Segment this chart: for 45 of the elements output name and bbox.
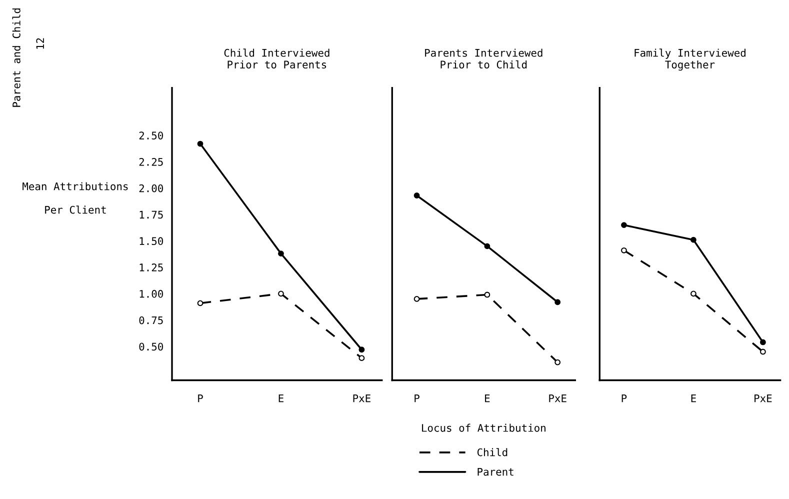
point bbox=[278, 250, 284, 257]
y-tick-label: 1.00 bbox=[140, 290, 163, 298]
x-tick-label: E bbox=[691, 394, 696, 402]
text: 12 bbox=[36, 38, 44, 49]
chart-title: Family Interviewed Together bbox=[634, 48, 746, 71]
point bbox=[197, 140, 204, 147]
x-tick-label: P bbox=[414, 394, 420, 402]
point bbox=[554, 299, 561, 306]
point bbox=[760, 339, 766, 346]
point bbox=[358, 355, 365, 362]
chart-title: Child Interviewed Prior to Parents bbox=[224, 48, 330, 69]
point bbox=[690, 290, 696, 297]
y-tick-label: 1.75 bbox=[140, 210, 163, 219]
point bbox=[690, 236, 696, 243]
x-tick-label: PxE bbox=[549, 394, 566, 402]
y-tick-label: 1.25 bbox=[140, 264, 163, 272]
point bbox=[621, 247, 627, 254]
point bbox=[760, 348, 766, 355]
y-tick-label: 1.50 bbox=[140, 237, 163, 246]
point bbox=[278, 290, 284, 297]
x-tick-label: PxE bbox=[754, 394, 772, 402]
x-tick-label: PxE bbox=[353, 394, 370, 402]
text: Parent and Child bbox=[12, 8, 20, 107]
text: Mean Attributions Per Client bbox=[22, 182, 128, 214]
y-tick-label: 2.25 bbox=[139, 158, 163, 166]
x-tick-label: E bbox=[278, 394, 284, 402]
point bbox=[484, 292, 490, 298]
point bbox=[414, 192, 420, 198]
point bbox=[484, 243, 490, 250]
point bbox=[621, 222, 627, 228]
point bbox=[414, 296, 420, 302]
point bbox=[197, 300, 204, 306]
y-tick-label: 2.00 bbox=[139, 184, 163, 192]
y-tick-label: 0.75 bbox=[139, 316, 163, 324]
y-tick-label: 2.50 bbox=[139, 132, 163, 140]
legend-label: Child bbox=[477, 448, 508, 456]
y-tick-label: 0.50 bbox=[139, 342, 163, 351]
x-tick-label: E bbox=[485, 394, 490, 402]
chart-title: Parents Interviewed Prior to Child bbox=[425, 48, 542, 69]
point bbox=[358, 346, 365, 353]
legend-label: Parent bbox=[478, 468, 514, 476]
x-axis-title: Locus of Attribution bbox=[422, 424, 546, 432]
x-tick-label: P bbox=[198, 394, 203, 402]
point bbox=[554, 359, 561, 366]
x-tick-label: P bbox=[622, 394, 627, 402]
